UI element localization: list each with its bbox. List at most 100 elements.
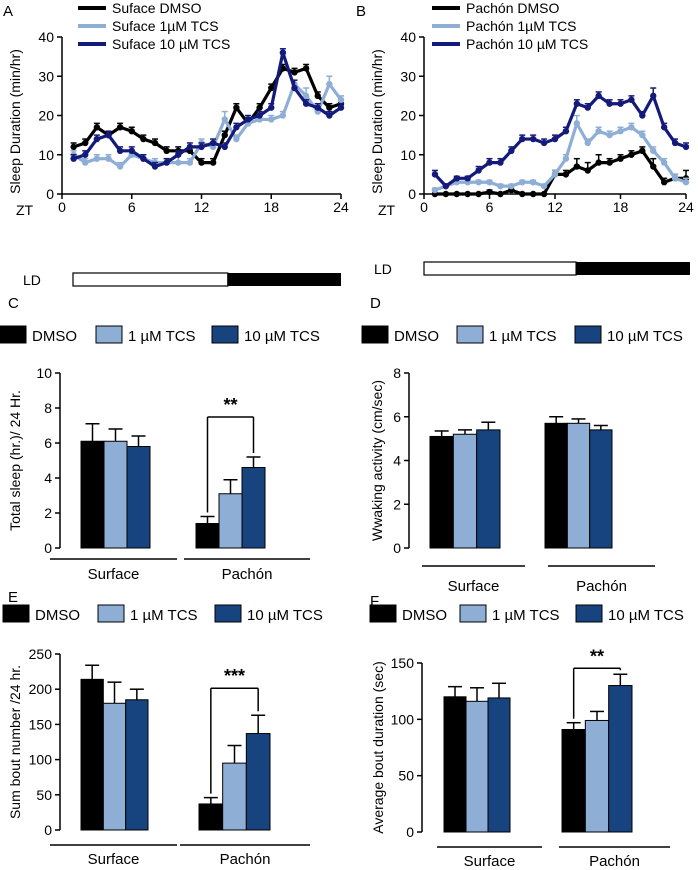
- data-point-b-1: [595, 128, 602, 135]
- data-point-b-0: [617, 155, 624, 162]
- data-point-b-2: [540, 139, 548, 147]
- legend-swatch-f-2: [575, 604, 603, 623]
- data-point-a-2: [175, 151, 182, 158]
- legend-swatch-e-0: [2, 604, 30, 623]
- legend-label-a-1: Suface 1µM TCS: [112, 18, 219, 34]
- y-tick-label-e: 0: [44, 822, 52, 838]
- data-point-b-1: [650, 147, 657, 155]
- y-tick-label-e: 150: [29, 716, 53, 732]
- category-label-f-1: Pachón: [589, 853, 640, 870]
- y-tick-label-d: 2: [393, 496, 401, 512]
- data-point-b-1: [519, 179, 526, 186]
- data-point-b-0: [573, 163, 581, 170]
- data-point-a-2: [337, 104, 345, 111]
- data-point-a-0: [128, 128, 135, 135]
- bar-c-1-2: [241, 467, 266, 549]
- y-tick-label-d: 4: [393, 453, 401, 469]
- data-point-a-2: [279, 49, 287, 56]
- legend-label-f-1: 1 µM TCS: [492, 607, 560, 624]
- bar-c-0-0: [80, 440, 105, 549]
- panel-letter-a: A: [3, 3, 13, 20]
- data-point-b-2: [453, 175, 460, 182]
- y-tick-label-a: 0: [46, 186, 54, 202]
- bar-f-1-0: [561, 728, 586, 833]
- data-point-b-1: [660, 159, 668, 166]
- data-point-b-1: [508, 182, 515, 190]
- data-point-a-1: [279, 112, 287, 119]
- data-point-a-1: [268, 116, 275, 123]
- legend-label-a-2: Suface 10 µM TCS: [112, 36, 230, 52]
- data-point-a-0: [268, 84, 275, 92]
- legend-swatch-d-2: [574, 325, 602, 344]
- data-point-b-0: [540, 190, 548, 198]
- data-point-a-1: [326, 80, 333, 88]
- ld-light-bar-a: [72, 272, 229, 287]
- data-point-b-2: [497, 159, 504, 166]
- data-point-a-0: [82, 139, 89, 147]
- legend-label-f-2: 10 µM TCS: [608, 607, 684, 624]
- legend-label-c-1: 1 µM TCS: [128, 328, 196, 345]
- data-point-b-2: [551, 135, 559, 143]
- y-axis-label-e: Sum bout number /24 hr.: [7, 665, 23, 819]
- data-point-a-2: [82, 151, 89, 158]
- data-point-b-2: [639, 112, 646, 119]
- data-point-b-1: [540, 182, 548, 190]
- data-point-b-1: [628, 124, 635, 131]
- data-point-b-0: [562, 171, 570, 178]
- y-tick-label-e: 250: [29, 646, 53, 662]
- data-point-a-0: [151, 139, 159, 147]
- data-point-a-2: [256, 112, 263, 119]
- data-point-a-1: [233, 135, 240, 143]
- y-tick-label-c: 6: [44, 435, 52, 451]
- y-tick-label-c: 10: [36, 365, 52, 381]
- data-point-b-1: [486, 179, 493, 186]
- data-point-b-1: [639, 131, 646, 139]
- legend-label-e-2: 10 µM TCS: [247, 607, 323, 624]
- data-point-b-1: [431, 186, 439, 194]
- data-point-b-1: [671, 175, 679, 182]
- legend-label-b-0: Pachón DMSO: [466, 0, 559, 16]
- data-point-b-1: [551, 171, 559, 178]
- y-tick-label-f: 100: [391, 711, 415, 727]
- data-point-a-0: [70, 143, 77, 151]
- y-tick-label-a: 30: [38, 68, 54, 84]
- bar-d-1-2: [589, 429, 613, 549]
- series-line-a-2: [73, 51, 342, 169]
- y-axis-label-a: Sleep Duration (min/hr): [7, 49, 23, 194]
- y-tick-label-a: 40: [38, 29, 54, 45]
- data-point-b-1: [562, 155, 570, 162]
- y-axis-label-f: Average bout duration (sec): [370, 661, 386, 834]
- ld-label-a: LD: [23, 272, 41, 288]
- ld-light-bar-b: [423, 261, 577, 276]
- category-label-e-0: Surface: [88, 851, 140, 868]
- y-tick-label-b: 10: [400, 147, 416, 163]
- data-point-b-2: [475, 167, 482, 174]
- y-axis-label-c: Total sleep (hr.)/ 24 Hr.: [7, 390, 23, 531]
- bar-e-0-1: [102, 702, 127, 831]
- bar-c-1-1: [218, 493, 243, 549]
- panel-letter-e: E: [8, 589, 18, 606]
- data-point-a-2: [314, 104, 321, 111]
- data-point-b-0: [650, 163, 657, 170]
- category-label-d-0: Surface: [448, 578, 500, 595]
- y-tick-label-b: 20: [400, 108, 416, 124]
- data-point-b-2: [508, 147, 515, 155]
- data-point-a-0: [116, 124, 124, 131]
- data-point-a-0: [221, 131, 228, 139]
- y-tick-label-f: 150: [391, 655, 415, 671]
- data-point-b-2: [464, 175, 471, 182]
- data-point-a-2: [233, 124, 240, 131]
- bar-d-0-1: [452, 433, 478, 549]
- data-point-a-0: [314, 92, 321, 100]
- data-point-a-1: [337, 96, 345, 104]
- legend-label-c-2: 10 µM TCS: [244, 328, 320, 345]
- ld-dark-bar-b: [576, 262, 690, 275]
- data-point-b-2: [442, 182, 450, 190]
- legend-label-b-1: Pachón 1µM TCS: [466, 18, 577, 34]
- ld-label-b: LD: [374, 261, 392, 277]
- legend-label-e-1: 1 µM TCS: [130, 607, 198, 624]
- legend-label-e-0: DMSO: [35, 607, 80, 624]
- y-tick-label-c: 4: [44, 470, 52, 486]
- data-point-b-2: [671, 139, 679, 147]
- data-point-b-2: [595, 92, 602, 100]
